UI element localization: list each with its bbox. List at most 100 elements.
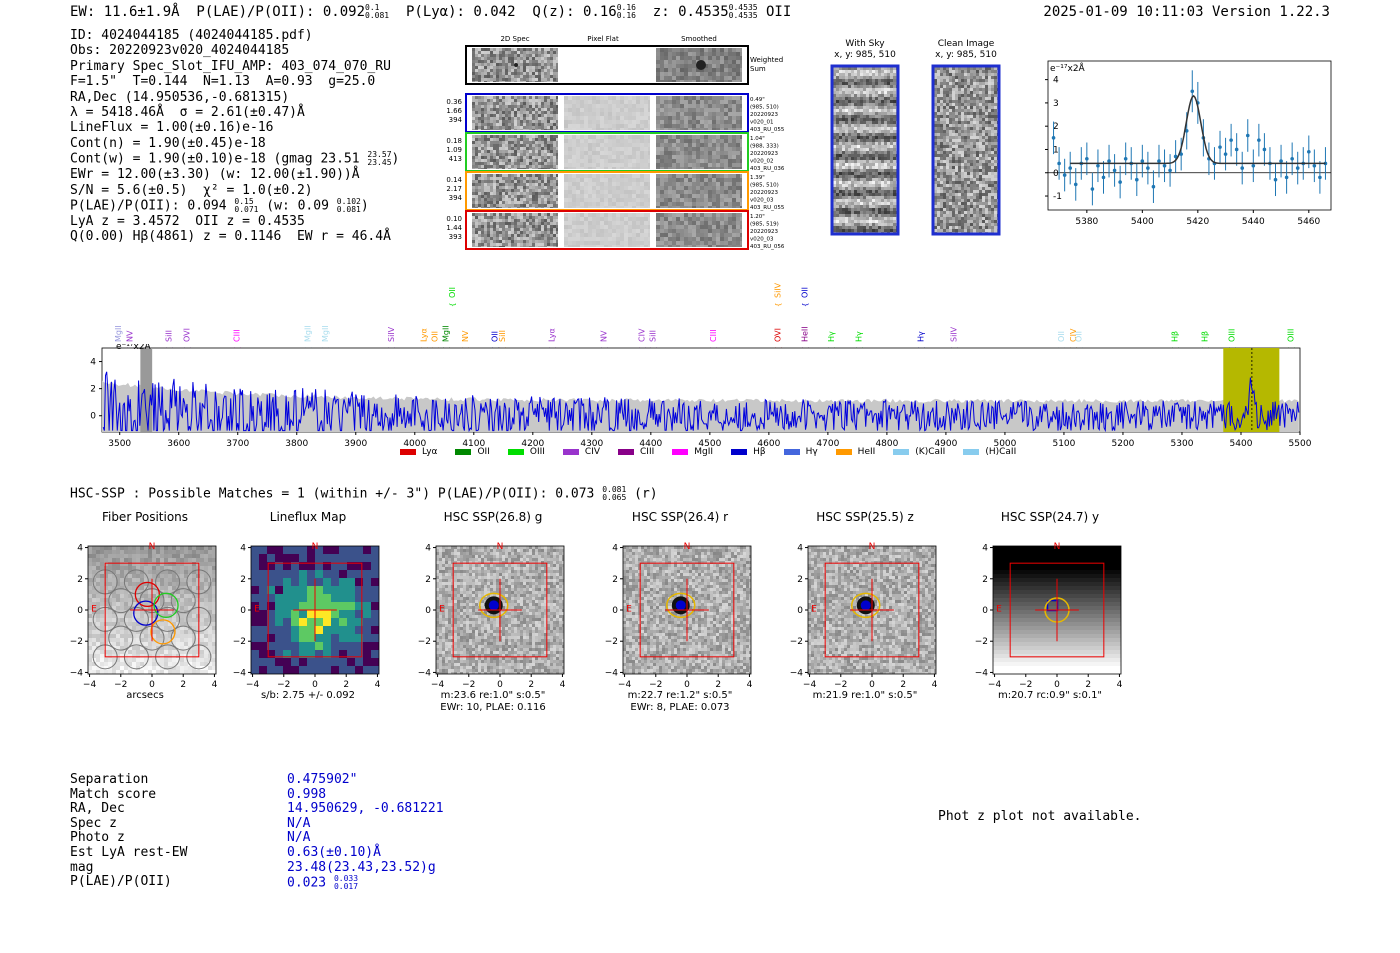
x-tick-label: −2 bbox=[277, 680, 290, 690]
line-marker-label: Lyα bbox=[420, 328, 429, 342]
noise-image bbox=[656, 135, 742, 169]
east-label: E bbox=[996, 605, 1002, 615]
data-point bbox=[1284, 175, 1289, 180]
legend-swatch bbox=[963, 448, 980, 455]
data-point bbox=[1151, 184, 1156, 189]
line-marker-label: MgII bbox=[114, 325, 123, 342]
y-tick-label: −2 bbox=[975, 637, 988, 647]
cutout-caption: arcsecs bbox=[126, 690, 164, 701]
x-tick-label: 3700 bbox=[226, 439, 249, 448]
noise-image bbox=[656, 213, 742, 247]
region-box bbox=[1009, 562, 1105, 658]
legend-label: OIII bbox=[529, 447, 545, 457]
legend-swatch bbox=[618, 448, 635, 455]
line-marker-label: Hγ bbox=[855, 331, 864, 342]
x-tick-label: 5380 bbox=[1075, 217, 1098, 227]
spec2d-row-meta: 20220923 bbox=[750, 151, 778, 157]
spec2d-row-meta: v020_02 bbox=[750, 159, 774, 165]
data-point bbox=[1251, 163, 1256, 168]
line-marker-bracket: { bbox=[449, 303, 457, 307]
x-tick-label: −4 bbox=[83, 680, 97, 690]
y-tick-label: 0 bbox=[425, 606, 431, 616]
data-point bbox=[1173, 154, 1178, 159]
x-tick-label: 5400 bbox=[1230, 439, 1253, 448]
sky-title: With Sky bbox=[845, 39, 885, 49]
data-point bbox=[1051, 136, 1056, 140]
spec2d-row-meta: 20220923 bbox=[750, 112, 778, 118]
region-box bbox=[267, 562, 363, 658]
info-line-plae: P(LAE)/P(OII): 0.094 0.15 0.071 (w: 0.09 … bbox=[70, 197, 369, 215]
weighted-label: Sum bbox=[750, 65, 766, 73]
cutout-caption: EWr: 8, PLAE: 0.073 bbox=[630, 702, 730, 713]
data-point bbox=[1318, 175, 1322, 180]
legend-item: Hγ bbox=[783, 447, 818, 457]
header-summary: EW: 11.6±1.9Å P(LAE)/P(OII): 0.092 0.1 0.0… bbox=[70, 3, 792, 21]
spec2d-row-stat: 413 bbox=[449, 155, 462, 163]
x-tick-label: 5440 bbox=[1242, 217, 1265, 227]
source-peak bbox=[488, 600, 499, 611]
y-tick-label: 2 bbox=[77, 575, 83, 585]
flux-bg bbox=[251, 546, 379, 674]
east-label: E bbox=[439, 605, 445, 615]
cutout-panel: Lineflux Map N E 4 2 0 −2 −4 −4 −2 0 2 4 s/b: 2.75 +/… bbox=[233, 510, 393, 702]
aperture-ellipse bbox=[479, 592, 509, 619]
spec2d-col-title: 2D Spec bbox=[500, 35, 529, 43]
legend-label: Hγ bbox=[805, 447, 818, 457]
cutout-image: N E 4 2 0 −2 −4−4 −2 0 2 4 bbox=[975, 542, 1123, 690]
line-marker-label: MgII bbox=[303, 325, 312, 342]
line-marker-label: SiIV bbox=[774, 282, 783, 298]
cutout-caption: s/b: 2.75 +/- 0.092 bbox=[260, 690, 356, 701]
spec2d-row-meta: (985, 510) bbox=[750, 105, 779, 111]
y-tick-label: 4 bbox=[425, 544, 431, 554]
data-point bbox=[1312, 163, 1317, 168]
line-marker-label: CIV bbox=[1069, 328, 1078, 342]
legend-swatch bbox=[672, 448, 689, 455]
x-tick-label: 4500 bbox=[698, 439, 721, 448]
spec2d-row-meta: 403_RU_036 bbox=[750, 166, 785, 172]
data-point bbox=[1134, 177, 1139, 182]
spec2d-row-meta: v020_03 bbox=[750, 237, 774, 243]
cutout-caption: EWr: 10, PLAE: 0.116 bbox=[440, 702, 546, 713]
x-tick-label: 3800 bbox=[285, 439, 308, 448]
match-row: Photo z N/A bbox=[70, 830, 311, 846]
aperture-ellipse bbox=[666, 592, 696, 619]
north-label: N bbox=[312, 542, 319, 552]
x-tick-label: −4 bbox=[988, 680, 1002, 690]
noise-image bbox=[472, 174, 558, 208]
x-tick-label: 4300 bbox=[580, 439, 603, 448]
north-label: N bbox=[869, 542, 876, 552]
x-tick-label: −4 bbox=[246, 680, 260, 690]
info-line: LyA z = 3.4572 OII z = 0.4535 bbox=[70, 214, 305, 230]
cutout-title: HSC SSP(26.8) g bbox=[443, 510, 543, 524]
match-row: mag 23.48(23.43,23.52)g bbox=[70, 859, 436, 875]
spec2d-row-meta: 403_RU_055 bbox=[750, 127, 785, 133]
x-tick-label: 5000 bbox=[993, 439, 1016, 448]
line-marker-label: Hβ bbox=[1170, 331, 1179, 342]
y-tick-label: 2 bbox=[612, 575, 618, 585]
spec2d-row-stat: 0.10 bbox=[446, 215, 462, 223]
match-row: Est LyA rest-EW 0.63(±0.10)Å bbox=[70, 844, 381, 860]
fiber-circle bbox=[123, 606, 149, 632]
north-label: N bbox=[1054, 542, 1061, 552]
y-tick-label: 0 bbox=[797, 606, 803, 616]
x-tick-label: 2 bbox=[528, 680, 534, 690]
y-tick-label: 2 bbox=[797, 575, 803, 585]
data-point bbox=[1057, 161, 1061, 166]
x-tick-label: 4 bbox=[1117, 680, 1123, 690]
legend-item: (H)CaII bbox=[963, 447, 1016, 457]
y-tick-label: −4 bbox=[975, 668, 988, 678]
info-line: EWr = 12.00(±3.30) (w: 12.00(±1.90))Å bbox=[70, 167, 360, 183]
match-row: Spec z N/A bbox=[70, 815, 311, 831]
line-marker-label: OII bbox=[1075, 331, 1084, 342]
noise-image bbox=[436, 546, 564, 674]
spec2d-row-meta: v020_03 bbox=[750, 198, 774, 204]
legend-label: HeII bbox=[857, 447, 876, 457]
data-point bbox=[1279, 159, 1283, 163]
spec2d-row-stat: 0.14 bbox=[446, 176, 462, 184]
x-tick-label: −4 bbox=[803, 680, 817, 690]
y-tick-label: 2 bbox=[425, 575, 431, 585]
y-tick-label: 4 bbox=[1053, 76, 1059, 86]
data-point bbox=[1085, 156, 1089, 161]
spec2d-row-meta: 20220923 bbox=[750, 229, 778, 235]
noise-image bbox=[472, 96, 558, 130]
